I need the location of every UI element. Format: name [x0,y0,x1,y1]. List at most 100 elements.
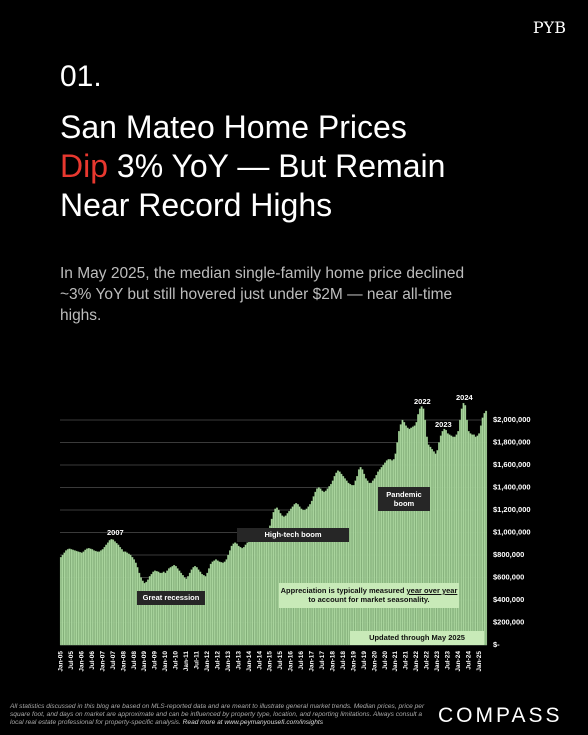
bar [298,506,301,646]
bar [472,434,475,646]
bar [424,419,427,646]
bar [326,488,329,646]
bar [446,433,449,646]
y-tick-label: $600,000 [493,572,524,581]
bar [155,571,158,646]
disclaimer-text: All statistics discussed in this blog ar… [10,703,425,726]
bar [317,487,320,646]
x-tick-label: Jan-17 [309,651,316,672]
bar [86,548,88,646]
x-tick-label: Jan-20 [371,651,378,672]
bar [283,516,285,646]
bar [72,549,75,646]
annotation-text: to account for market seasonality. [308,595,430,605]
bar [106,542,109,646]
bar [399,424,402,646]
bar [66,549,69,646]
x-tick-label: Jan-07 [99,651,106,672]
bar [185,578,188,646]
title-line: San Mateo Home Prices [60,109,407,145]
bar [87,548,90,646]
x-tick-label: Jul-13 [235,651,242,670]
bar [474,436,477,646]
bar [316,488,319,646]
bar [314,491,317,646]
bar [354,480,357,646]
bar [63,552,66,646]
y-tick-label: $800,000 [493,550,524,559]
disclaimer: All statistics discussed in this blog ar… [10,703,435,727]
bar [420,406,423,646]
bar [380,467,383,646]
annotation-box: Appreciation is typically measured year … [279,583,459,608]
bar [216,560,219,646]
x-tick-label: Jul-14 [256,651,263,670]
y-tick-label: $1,600,000 [493,460,531,469]
bar [324,490,327,646]
bar [187,576,190,646]
bar [138,572,141,646]
x-tick-label: Jul-09 [152,651,159,670]
bar [338,471,341,646]
bar [82,551,85,646]
bar [235,543,238,646]
bar [438,442,441,646]
bar [256,532,259,646]
title: San Mateo Home Prices Dip 3% YoY — But R… [60,108,445,225]
bar [415,422,418,646]
bar [157,571,160,646]
x-tick-label: Jul-21 [403,651,410,670]
bar [218,561,221,646]
bar [460,408,463,646]
bar [77,551,80,646]
bar [450,435,453,646]
x-tick-label: Jan-12 [204,651,211,672]
bar [262,534,264,646]
bar [377,471,380,646]
bar [394,453,397,646]
bar [398,431,400,646]
bar [188,572,191,646]
bar [417,414,420,646]
bar [242,546,245,646]
bar [159,572,162,646]
bar [371,480,374,646]
x-tick-label: Jul-22 [424,651,431,670]
x-tick-label: Jul-12 [214,651,221,670]
bar [289,508,292,646]
bar [169,567,172,646]
bar [171,566,174,646]
x-tick-label: Jul-20 [382,651,389,670]
bar [79,552,81,646]
bar [181,575,184,646]
bar [244,544,247,646]
bar [126,552,129,646]
bar [445,429,447,646]
bar [305,508,308,646]
bar [310,500,313,646]
bar [375,474,378,646]
x-tick-label: Jan-08 [120,651,127,672]
bar [323,491,325,646]
bar [173,564,176,646]
bar [98,551,101,646]
x-tick-label: Jan-06 [79,651,86,672]
bar [382,464,385,646]
bar [258,533,261,646]
x-tick-label: Jan-18 [329,651,336,672]
bar [178,570,181,646]
bar [418,408,421,646]
bar [150,573,153,646]
bar [302,509,305,646]
bar [127,553,130,646]
x-tick-label: Jul-10 [173,651,180,670]
x-tick-label: Jan-11 [183,651,190,672]
bar [180,572,183,646]
bar [443,428,446,646]
bar [466,419,468,646]
bar [61,554,64,646]
bar [309,504,312,646]
x-tick-label: Jul-18 [340,651,347,670]
bar [387,459,390,646]
